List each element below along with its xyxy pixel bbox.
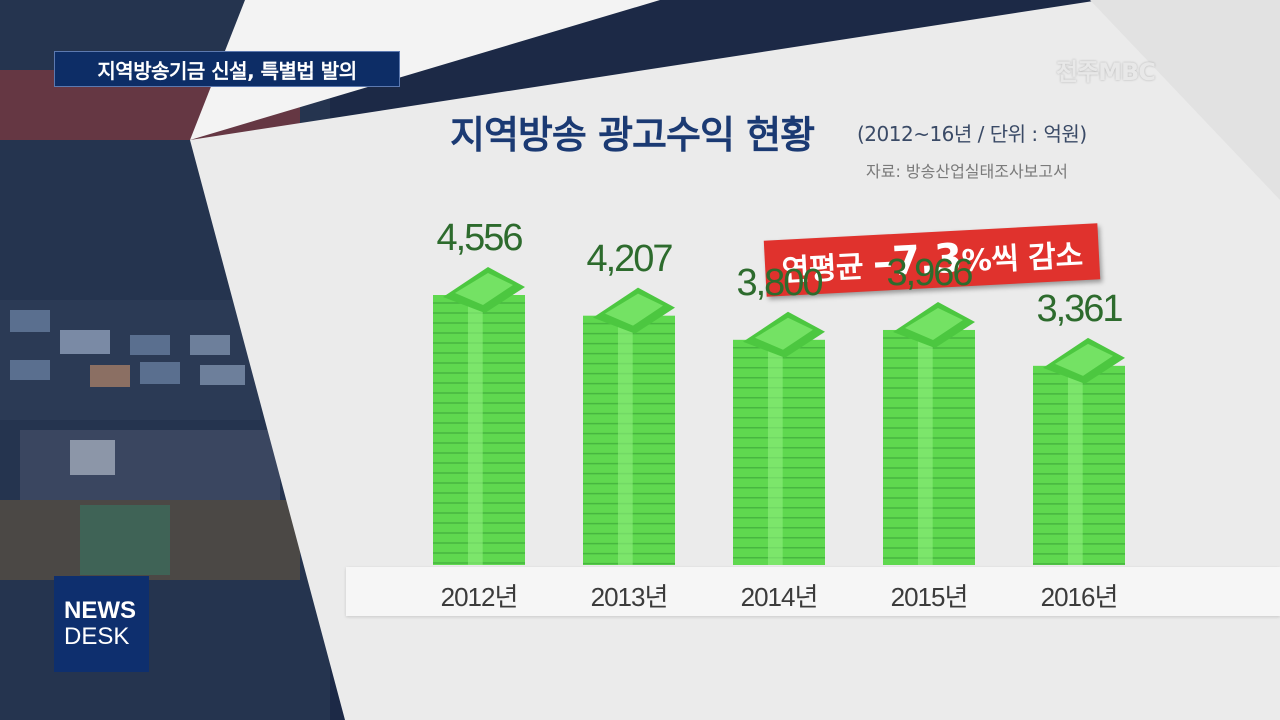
value-label-0: 4,556 bbox=[436, 217, 523, 259]
value-label-2: 3,800 bbox=[736, 261, 823, 304]
broadcaster-logo: 전주MBC bbox=[1056, 58, 1156, 86]
newsdesk-logo: NEWS DESK bbox=[54, 576, 149, 672]
headline-caption: 지역방송기금 신설, 특별법 발의 bbox=[54, 51, 400, 87]
x-tick-label-0: 2012년 bbox=[440, 582, 519, 612]
chart-title: 지역방송 광고수익 현황 bbox=[450, 113, 815, 157]
x-tick-label-3: 2015년 bbox=[890, 582, 969, 612]
value-label-4: 3,361 bbox=[1036, 287, 1123, 330]
x-axis-strip bbox=[346, 567, 1280, 616]
x-tick-label-4: 2016년 bbox=[1040, 582, 1119, 612]
x-tick-label-1: 2013년 bbox=[590, 582, 669, 612]
newsdesk-line1: NEWS bbox=[64, 597, 136, 624]
newsdesk-line2: DESK bbox=[64, 623, 130, 650]
chart-subtitle: (2012~16년 / 단위 : 억원) bbox=[857, 122, 1087, 146]
value-label-1: 4,207 bbox=[586, 237, 673, 280]
x-tick-label-2: 2014년 bbox=[740, 582, 819, 612]
value-label-3: 3,966 bbox=[886, 251, 973, 294]
chart-source: 자료: 방송산업실태조사보고서 bbox=[866, 162, 1068, 181]
